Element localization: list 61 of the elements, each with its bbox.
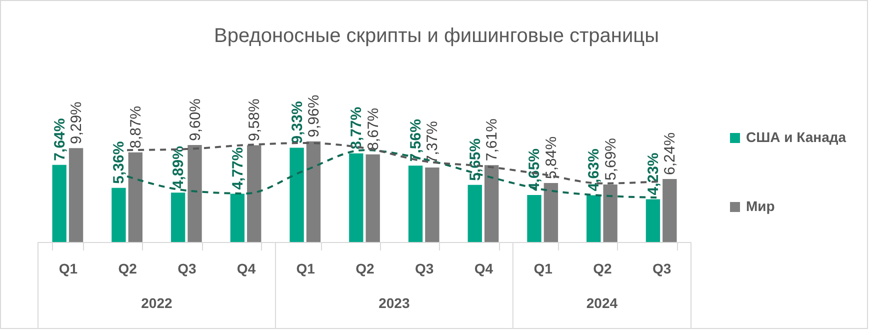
bar <box>408 166 423 242</box>
data-label: 4,65% <box>526 148 544 192</box>
bar <box>603 184 618 242</box>
bar <box>484 165 499 242</box>
x-tick-label: Q2 <box>356 260 375 276</box>
legend-label: США и Канада <box>746 129 846 145</box>
x-tick-label: Q2 <box>593 260 612 276</box>
data-label: 5,69% <box>602 138 620 181</box>
legend-label: Мир <box>746 198 775 214</box>
bar <box>188 145 202 242</box>
data-label: 8,67% <box>364 108 382 150</box>
bar <box>68 148 84 242</box>
text: 2022 <box>141 295 173 311</box>
data-label: 7,64% <box>51 118 68 161</box>
data-label: 9,60% <box>186 98 204 142</box>
bar <box>349 153 364 242</box>
bar <box>527 195 542 242</box>
bar <box>52 164 66 242</box>
data-label: 9,96% <box>305 94 322 138</box>
bar <box>230 194 245 242</box>
bar <box>586 195 601 242</box>
bar <box>662 178 677 242</box>
data-label: 5,65% <box>466 138 484 181</box>
bar <box>306 141 321 242</box>
data-label: 5,84% <box>542 136 560 179</box>
x-tick-label: Q1 <box>296 260 316 276</box>
bar <box>290 148 304 242</box>
data-label: 9,58% <box>246 98 264 142</box>
data-label: 8,87% <box>127 106 144 148</box>
data-label: 7,37% <box>424 120 442 164</box>
data-label: 5,36% <box>110 141 128 184</box>
data-label: 6,24% <box>662 132 679 175</box>
x-tick-label: Q4 <box>474 260 494 276</box>
x-tick-label: Q3 <box>178 260 196 276</box>
x-tick-label: Q2 <box>118 260 138 276</box>
x-tick-label: Q3 <box>415 260 434 276</box>
data-label: 9,33% <box>288 101 306 144</box>
x-tick-label: Q1 <box>58 260 78 276</box>
data-label: 4,77% <box>229 147 246 190</box>
bar <box>425 168 440 242</box>
text: 2024 <box>586 295 618 311</box>
x-tick-label: Q1 <box>534 260 553 276</box>
bar <box>468 184 482 242</box>
bar <box>112 188 126 242</box>
data-label: 4,63% <box>586 148 603 192</box>
data-label: 4,23% <box>644 152 662 196</box>
data-label: 9,29% <box>68 102 86 144</box>
bar <box>170 192 186 242</box>
text: 2023 <box>378 295 410 311</box>
bar <box>128 152 142 242</box>
data-label: 4,89% <box>170 146 188 189</box>
data-label: 7,56% <box>408 119 425 162</box>
bar <box>646 199 660 242</box>
data-label: 7,61% <box>484 118 501 162</box>
data-label: 8,77% <box>348 106 366 150</box>
chart-title: Вредоносные скрипты и фишинговые страницы <box>214 25 659 47</box>
bar <box>366 154 380 242</box>
x-tick-label: Q4 <box>236 260 256 276</box>
bar <box>247 145 262 242</box>
x-tick-label: Q3 <box>652 260 672 276</box>
bar <box>544 183 558 242</box>
